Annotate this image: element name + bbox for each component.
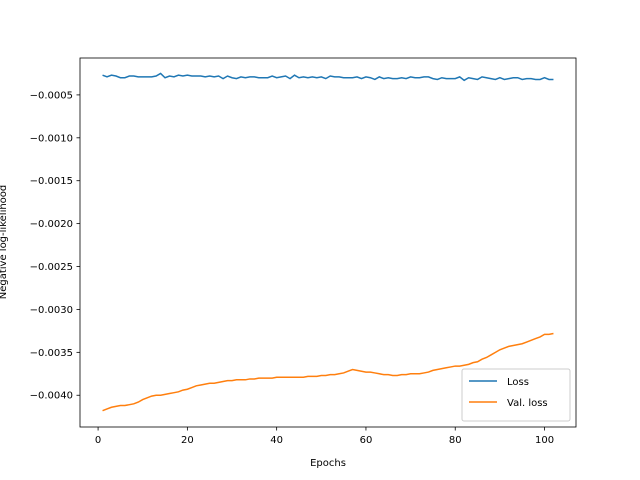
legend-label: Val. loss [507,398,548,409]
plot-frame [79,57,577,428]
line-series [102,332,554,412]
y-tick-label: −0.0015 [30,176,73,187]
x-tick-label: 20 [181,435,194,446]
y-tick-label: −0.0010 [30,133,73,144]
x-axis-label: Epochs [310,458,346,469]
y-axis-label: Negative log-likelihood [0,185,9,300]
y-tick-label: −0.0005 [30,90,73,101]
x-tick-label: 100 [535,435,554,446]
x-tick-label: 0 [95,435,101,446]
x-tick-label: 40 [270,435,283,446]
y-tick-label: −0.0040 [30,391,73,402]
y-tick-label: −0.0030 [30,305,73,316]
line-series [102,72,554,82]
y-tick-label: −0.0035 [30,348,73,359]
legend-label: Loss [507,377,529,388]
x-tick-label: 60 [360,435,373,446]
x-tick-label: 80 [449,435,462,446]
y-tick-label: −0.0025 [30,262,73,273]
y-tick-label: −0.0020 [30,219,73,230]
legend-box [461,368,571,422]
